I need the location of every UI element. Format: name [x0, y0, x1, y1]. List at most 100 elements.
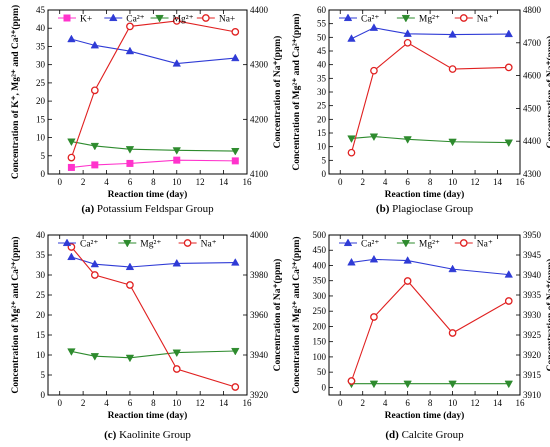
y2-tick-label: 3945 — [523, 250, 542, 260]
data-point — [172, 17, 181, 25]
x-tick-label: 2 — [81, 177, 86, 187]
data-point — [369, 133, 379, 142]
y2-tick-label: 4400 — [523, 136, 542, 146]
x-tick-label: 12 — [196, 398, 205, 408]
data-point — [369, 380, 379, 389]
legend-label: Ca²⁺ — [361, 240, 379, 250]
x-tick-label: 8 — [428, 398, 433, 408]
caption-text: Plagioclase Group — [392, 203, 473, 215]
y2-tick-label: 4000 — [250, 230, 269, 240]
y-tick-label: 450 — [313, 245, 327, 255]
data-point — [448, 30, 457, 38]
data-point — [231, 383, 240, 391]
caption-tag: (d) — [385, 429, 401, 441]
series-Ca²⁺ — [67, 252, 240, 271]
x-tick-label: 10 — [172, 177, 182, 187]
legend-marker — [155, 14, 164, 23]
y2-tick-label: 4400 — [250, 5, 269, 15]
x-tick-label: 2 — [360, 177, 365, 187]
x-tick-label: 14 — [493, 398, 503, 408]
data-point — [504, 63, 513, 72]
y-tick-label: 50 — [317, 32, 327, 42]
data-point — [231, 157, 239, 165]
y2-axis-title: Concentration of Na⁺(ppm) — [545, 259, 550, 372]
data-point — [504, 139, 513, 148]
legend-marker — [459, 14, 468, 22]
data-point — [91, 161, 99, 169]
data-point — [231, 258, 240, 266]
y2-tick-label: 3930 — [523, 310, 542, 320]
caption-text: Potassium Feldspar Group — [97, 203, 214, 215]
x-axis-title: Reaction time (day) — [108, 410, 188, 421]
data-point — [125, 46, 135, 55]
data-point — [403, 29, 412, 37]
x-tick-label: 4 — [383, 398, 388, 408]
legend-marker — [63, 14, 71, 22]
legend: Ca²⁺ Mg²⁺ Na⁺ — [339, 238, 493, 250]
series-Mg²⁺ — [67, 138, 240, 156]
x-tick-label: 6 — [405, 177, 410, 187]
figure-caption-d: (d) Calcite Group — [385, 429, 464, 441]
y-tick-label: 25 — [36, 78, 46, 88]
series-Mg²⁺ — [67, 347, 240, 363]
legend-marker — [343, 238, 353, 247]
x-tick-label: 12 — [471, 177, 480, 187]
data-point — [448, 380, 457, 389]
legend: K+ Ca²⁺ Mg²⁺ Na+ — [58, 13, 235, 25]
series-Na+ — [67, 17, 240, 162]
plot-frame — [47, 9, 248, 175]
legend-label: Na+ — [219, 15, 235, 25]
series-Ca²⁺ — [347, 254, 513, 278]
legend-label: Mg²⁺ — [419, 15, 440, 25]
y-tick-label: 40 — [36, 23, 46, 33]
y-axis-title: Concentration of Mg²⁺ and Ca²⁺(ppm) — [10, 236, 21, 393]
y-tick-label: 15 — [317, 128, 327, 138]
x-tick-label: 0 — [57, 177, 62, 187]
data-point — [403, 380, 412, 389]
x-tick-label: 14 — [493, 177, 503, 187]
y2-tick-label: 4600 — [523, 71, 542, 81]
series-Mg²⁺ — [347, 380, 513, 389]
chart-panel-d: 0 2 4 6 8 10 12 14 16 0 50 100 150 200 250 300 350 400 450… — [291, 230, 550, 421]
data-point — [172, 349, 181, 358]
legend: Ca²⁺ Mg²⁺ Na⁺ — [339, 13, 493, 25]
y2-tick-label: 3925 — [523, 330, 542, 340]
data-point — [67, 163, 75, 171]
x-tick-label: 16 — [516, 398, 526, 408]
data-point — [504, 297, 513, 305]
legend-marker — [109, 13, 118, 22]
y-axis-title: Concentration of Mg²⁺ and Ca²⁺(ppm) — [291, 236, 302, 393]
caption-tag: (b) — [376, 203, 392, 215]
data-point — [370, 66, 378, 75]
x-tick-label: 16 — [516, 177, 526, 187]
x-tick-label: 14 — [219, 177, 229, 187]
data-point — [504, 380, 513, 389]
y-tick-label: 20 — [317, 114, 327, 124]
y2-tick-label: 3940 — [250, 350, 269, 360]
legend-marker — [343, 13, 353, 22]
x-tick-label: 6 — [405, 398, 410, 408]
caption-text: Calcite Group — [402, 429, 465, 441]
data-point — [347, 377, 356, 385]
y-tick-label: 5 — [41, 151, 46, 161]
y-tick-label: 60 — [317, 5, 327, 15]
y2-tick-label: 3910 — [523, 390, 542, 400]
figure-caption-c: (c) Kaolinite Group — [104, 429, 191, 441]
y2-tick-label: 3980 — [250, 270, 269, 280]
data-point — [90, 86, 99, 95]
y-tick-label: 10 — [36, 133, 46, 143]
legend-marker — [62, 238, 72, 247]
y-tick-label: 0 — [322, 169, 327, 179]
y-tick-label: 400 — [313, 260, 327, 270]
x-tick-label: 4 — [104, 398, 109, 408]
y2-tick-label: 4300 — [523, 169, 542, 179]
data-point — [172, 59, 181, 67]
y-tick-label: 5 — [322, 155, 327, 165]
legend-marker — [401, 239, 411, 248]
legend-label: Mg²⁺ — [419, 240, 440, 250]
figure-caption-b: (b) Plagioclase Group — [376, 203, 474, 215]
y-tick-label: 100 — [313, 352, 327, 362]
data-point — [231, 28, 240, 36]
series-line — [70, 246, 236, 388]
